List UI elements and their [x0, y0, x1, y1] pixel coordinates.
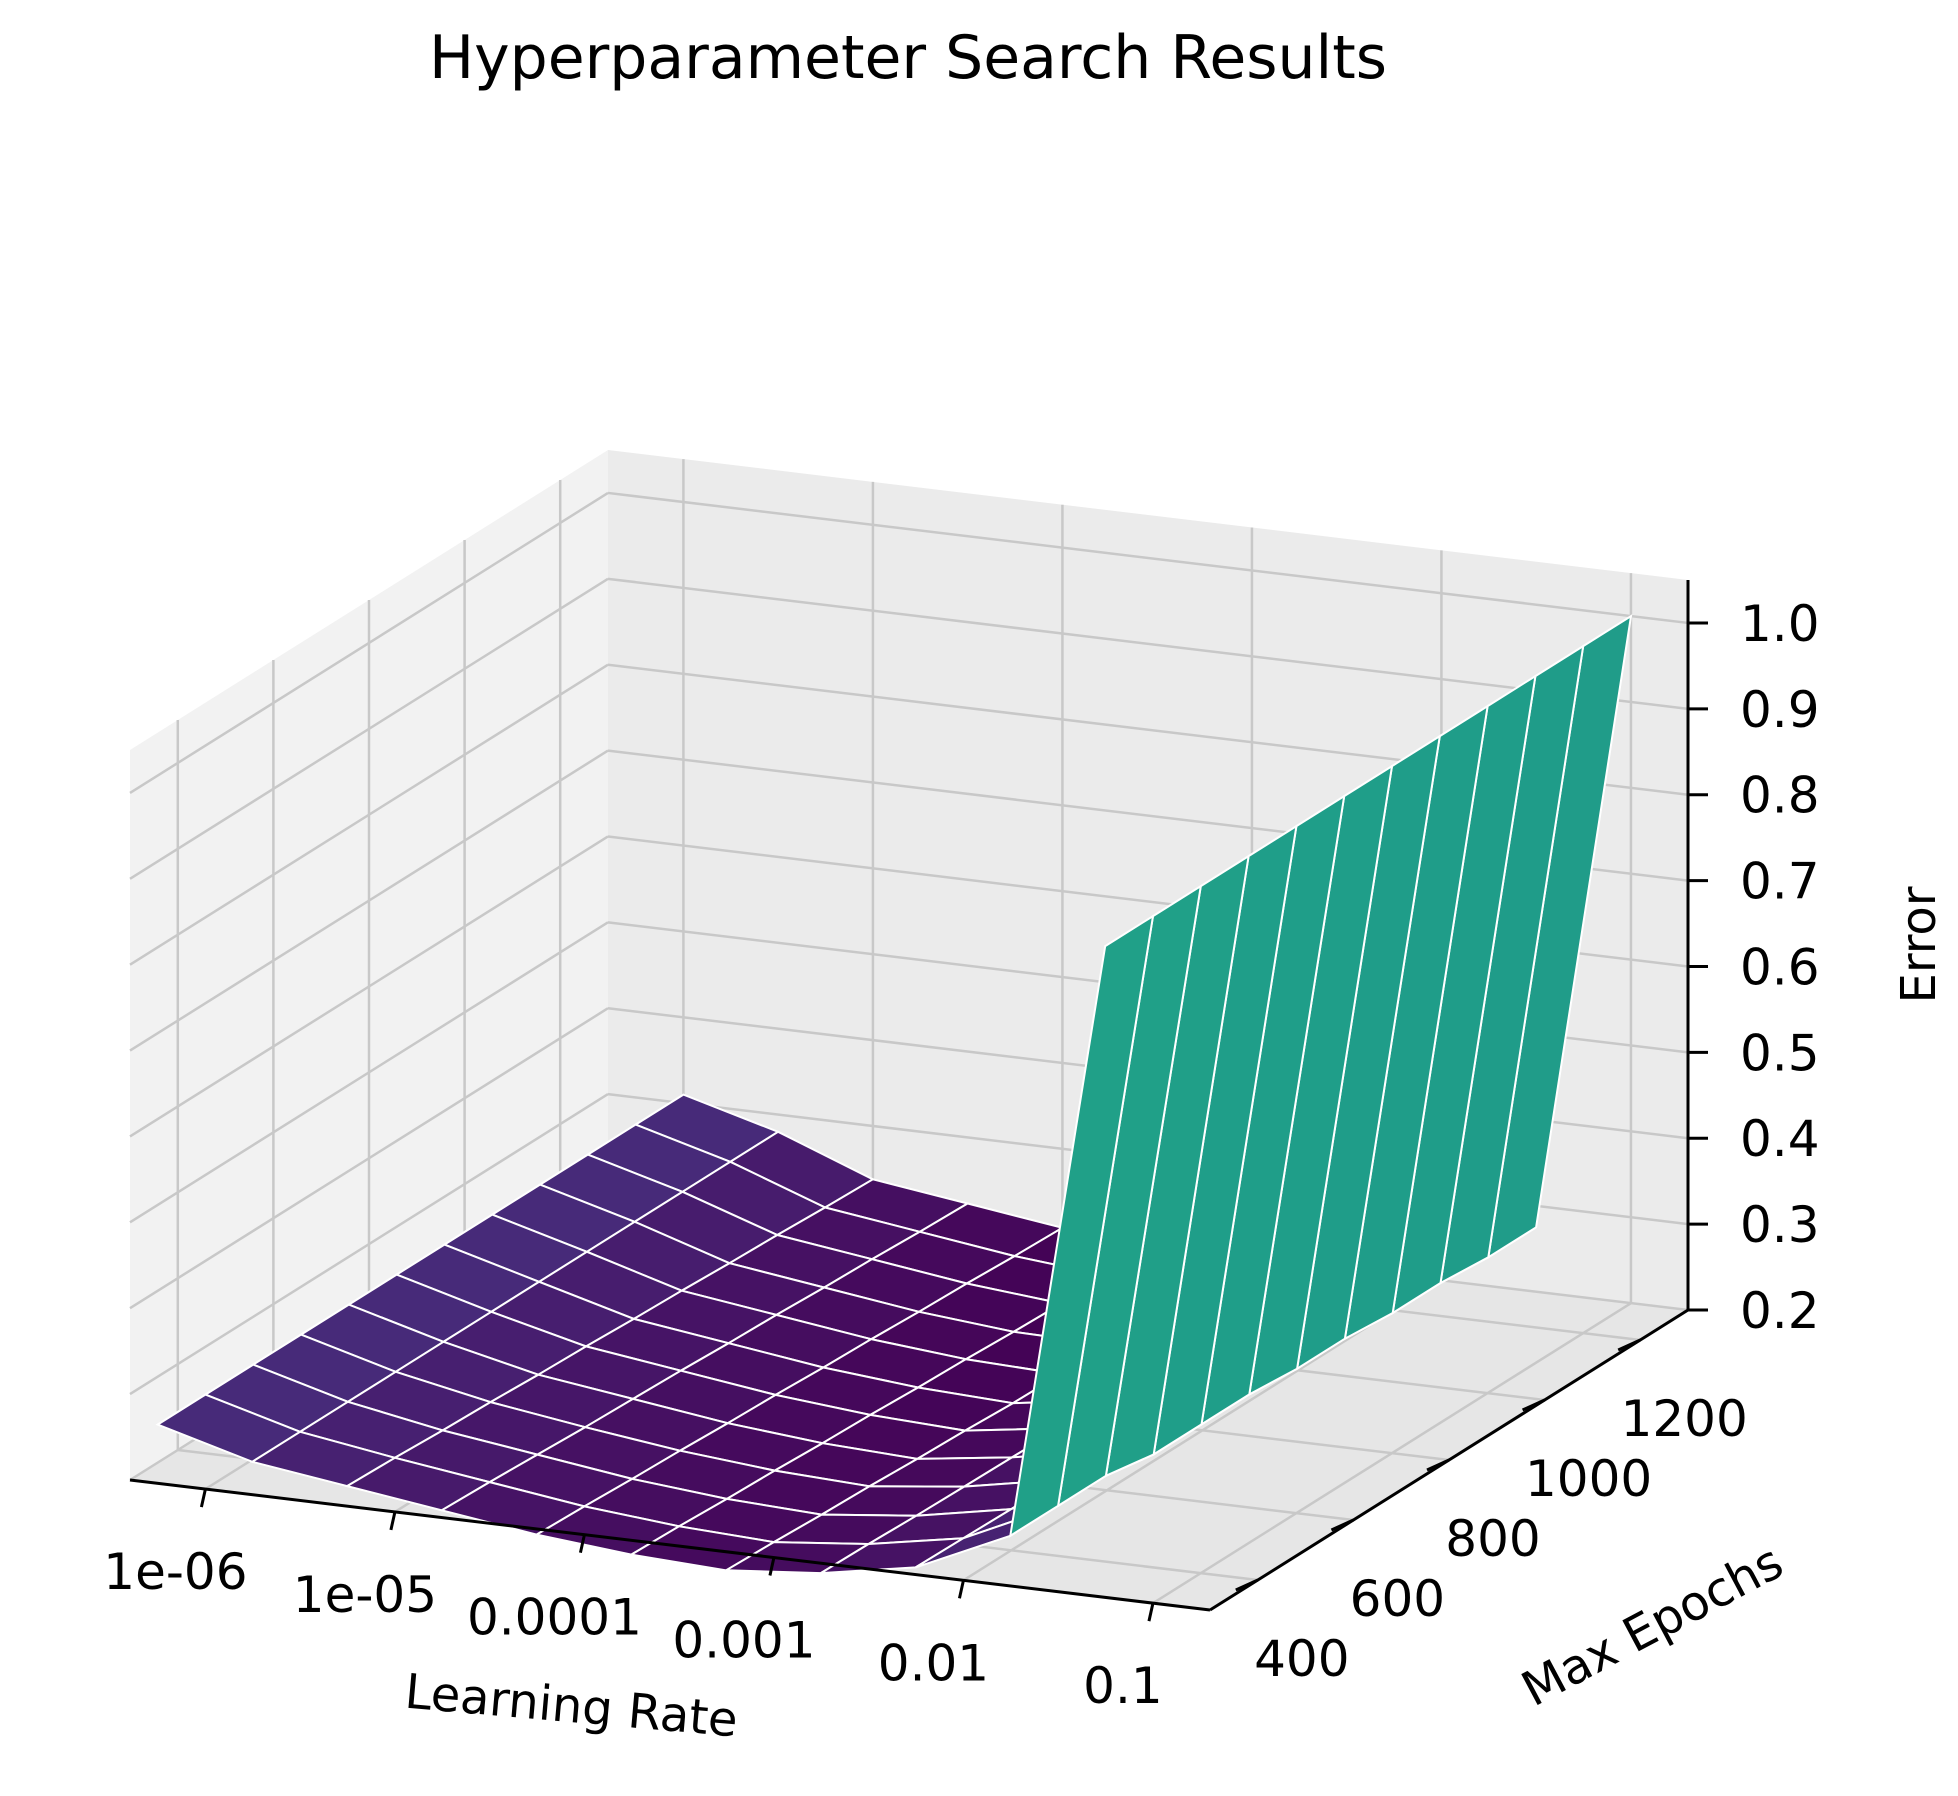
x-tick [957, 1579, 965, 1599]
grid-z-left [129, 1093, 609, 1396]
grid-z-back [607, 577, 1689, 711]
y-tick-label: 1200 [1621, 1390, 1748, 1448]
z-tick-label: 0.7 [1740, 853, 1820, 911]
surface-plot [155, 614, 1633, 1575]
grid-z-left [129, 835, 609, 1138]
x-tick [578, 1534, 586, 1554]
y-tick [1330, 1518, 1355, 1532]
grid-z-left [129, 663, 609, 966]
y-tick-label: 800 [1445, 1510, 1540, 1568]
x-tick [389, 1511, 397, 1531]
y-axis-label: Max Epochs [1513, 1534, 1792, 1718]
z-tick-label: 0.5 [1740, 1024, 1820, 1082]
grid-z-left [129, 749, 609, 1052]
y-tick [1617, 1338, 1641, 1352]
x-tick [1147, 1602, 1155, 1622]
x-tick-label: 0.0001 [467, 1589, 642, 1647]
chart-title: Hyperparameter Search Results [429, 23, 1387, 93]
x-tick-label: 0.01 [878, 1634, 989, 1692]
y-tick-label: 400 [1254, 1630, 1349, 1688]
axis-lines [129, 580, 1708, 1622]
z-tick-label: 0.8 [1740, 767, 1820, 825]
grid-z-left [129, 1007, 609, 1310]
tick-labels: 1e-06 1e-05 0.0001 0.001 0.01 0.1 400600800100… [103, 595, 1819, 1715]
surface-quad [1008, 914, 1155, 1538]
x-tick-label: 1e-05 [293, 1566, 437, 1624]
grid-z-back [607, 491, 1689, 625]
z-tick-label: 1.0 [1740, 595, 1820, 653]
z-tick-label: 0.3 [1740, 1196, 1820, 1254]
grid-z-left [129, 491, 609, 794]
y-tick-label: 1000 [1525, 1450, 1652, 1508]
x-tick-label: 0.001 [672, 1612, 815, 1670]
z-tick-label: 0.4 [1740, 1110, 1820, 1168]
y-tick-label: 600 [1350, 1570, 1445, 1628]
y-tick [1521, 1398, 1546, 1412]
z-tick-label: 0.9 [1740, 681, 1820, 739]
grid-z-left [129, 577, 609, 880]
grid-z-left [129, 921, 609, 1224]
z-tick-label: 0.6 [1740, 938, 1820, 996]
y-tick [1235, 1578, 1259, 1592]
z-axis-label: Error [1891, 886, 1947, 1003]
y-tick [1426, 1458, 1450, 1472]
x-axis-label: Learning Rate [403, 1664, 740, 1749]
x-tick [199, 1488, 207, 1508]
x-axis-line [129, 1478, 1211, 1612]
z-tick-label: 0.2 [1740, 1282, 1820, 1340]
x-tick-label: 1e-06 [103, 1543, 247, 1601]
x-tick [768, 1557, 776, 1576]
x-tick-label: 0.1 [1083, 1657, 1163, 1715]
